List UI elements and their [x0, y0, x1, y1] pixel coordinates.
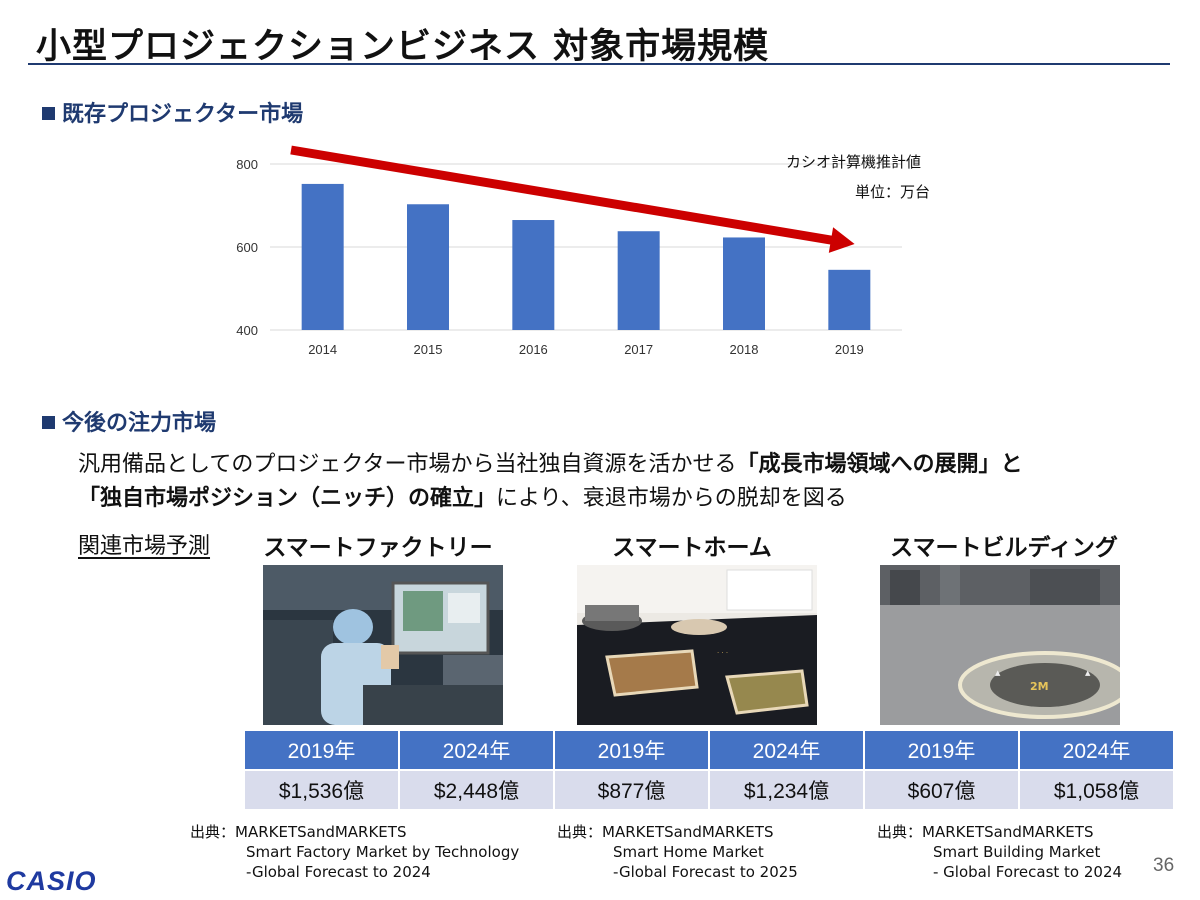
y-tick-label: 600	[236, 240, 258, 255]
market-title-smart-home: スマートホーム	[612, 535, 772, 561]
chart-unit-note: 単位：万台	[855, 183, 931, 201]
market-title-smart-factory: スマートファクトリー	[263, 535, 493, 561]
x-tick-label: 2017	[624, 342, 653, 357]
strategy-line-2: 「独自市場ポジション（ニッチ）の確立」により、衰退市場からの脱却を図る	[78, 480, 847, 512]
section-heading-text: 既存プロジェクター市場	[62, 102, 304, 127]
bar	[828, 269, 871, 330]
title-divider	[28, 63, 1170, 65]
value-cell: $1,536億	[243, 769, 400, 811]
year-cell: 2019年	[553, 729, 710, 771]
bar	[301, 183, 344, 330]
value-cell: $2,448億	[398, 769, 555, 811]
source-subtitle: - Global Forecast to 2024	[933, 863, 1123, 881]
casio-logo: CASIO	[6, 866, 97, 896]
source-subtitle: -Global Forecast to 2025	[613, 863, 798, 881]
source-smart-home: 出典：MARKETSandMARKETS Smart Home Market -…	[557, 822, 798, 882]
source-label: 出典：MARKETSandMARKETS	[190, 823, 407, 841]
value-cell: $877億	[553, 769, 710, 811]
y-tick-label: 800	[236, 157, 258, 172]
chart-source-note: カシオ計算機推計値	[786, 153, 922, 171]
year-cell: 2024年	[1018, 729, 1175, 771]
source-label: 出典：MARKETSandMARKETS	[877, 823, 1094, 841]
x-tick-label: 2014	[308, 342, 337, 357]
smart-building-photo: 2M ▲ ▲	[880, 565, 1120, 725]
related-market-forecast-label: 関連市場予測	[78, 534, 211, 559]
source-subtitle: -Global Forecast to 2024	[246, 863, 431, 881]
bar	[723, 237, 765, 330]
smart-home-photo: · · ·	[577, 565, 817, 725]
source-smart-building: 出典：MARKETSandMARKETS Smart Building Mark…	[877, 822, 1122, 882]
source-smart-factory: 出典：MARKETSandMARKETS Smart Factory Marke…	[190, 822, 519, 882]
page-title: 小型プロジェクションビジネス 対象市場規模	[36, 27, 770, 67]
square-bullet-icon	[42, 416, 55, 429]
strategy-emphasis: 「成長市場領域への展開」と	[736, 452, 1023, 477]
x-tick-label: 2015	[414, 342, 443, 357]
bar	[512, 220, 555, 330]
x-tick-label: 2016	[519, 342, 548, 357]
value-cell: $607億	[863, 769, 1020, 811]
strategy-text: 汎用備品としてのプロジェクター市場から当社独自資源を活かせる	[78, 452, 737, 477]
page-number: 36	[1153, 855, 1175, 876]
strategy-line-1: 汎用備品としてのプロジェクター市場から当社独自資源を活かせる「成長市場領域への展…	[78, 446, 1022, 478]
table-row: $1,536億 $2,448億 $877億 $1,234億 $607億 $1,0…	[243, 769, 1175, 811]
strategy-emphasis: 「独自市場ポジション（ニッチ）の確立」	[78, 486, 497, 511]
source-title: Smart Factory Market by Technology	[246, 843, 520, 861]
strategy-text: により、衰退市場からの脱却を図る	[496, 486, 847, 511]
year-cell: 2024年	[708, 729, 865, 771]
projector-market-chart: 400 600 800 2014 2015 2016 2017 2018 2019	[236, 145, 902, 357]
market-forecast-table: 2019年 2024年 2019年 2024年 2019年 2024年 $1,5…	[243, 729, 1175, 811]
smart-factory-photo	[263, 565, 503, 725]
value-cell: $1,234億	[708, 769, 865, 811]
section-heading-text: 今後の注力市場	[62, 411, 217, 436]
year-cell: 2019年	[243, 729, 400, 771]
section-heading-existing-market: 既存プロジェクター市場	[42, 96, 303, 128]
trend-arrow	[290, 145, 855, 253]
year-cell: 2024年	[398, 729, 555, 771]
svg-text:▲: ▲	[1085, 669, 1091, 677]
source-label: 出典：MARKETSandMARKETS	[557, 823, 774, 841]
bar	[617, 231, 660, 330]
bar	[407, 204, 449, 330]
x-tick-label: 2018	[730, 342, 759, 357]
x-tick-label: 2019	[835, 342, 864, 357]
source-title: Smart Home Market	[613, 843, 764, 861]
source-title: Smart Building Market	[933, 843, 1101, 861]
section-heading-focus-market: 今後の注力市場	[42, 405, 216, 437]
value-cell: $1,058億	[1018, 769, 1175, 811]
svg-text:· · ·: · · ·	[717, 649, 728, 657]
svg-text:2M: 2M	[1030, 680, 1049, 693]
svg-text:▲: ▲	[995, 669, 1001, 677]
year-cell: 2019年	[863, 729, 1020, 771]
market-title-smart-building: スマートビルディング	[890, 535, 1118, 561]
square-bullet-icon	[42, 107, 55, 120]
y-tick-label: 400	[236, 323, 258, 338]
table-header-row: 2019年 2024年 2019年 2024年 2019年 2024年	[243, 729, 1175, 771]
